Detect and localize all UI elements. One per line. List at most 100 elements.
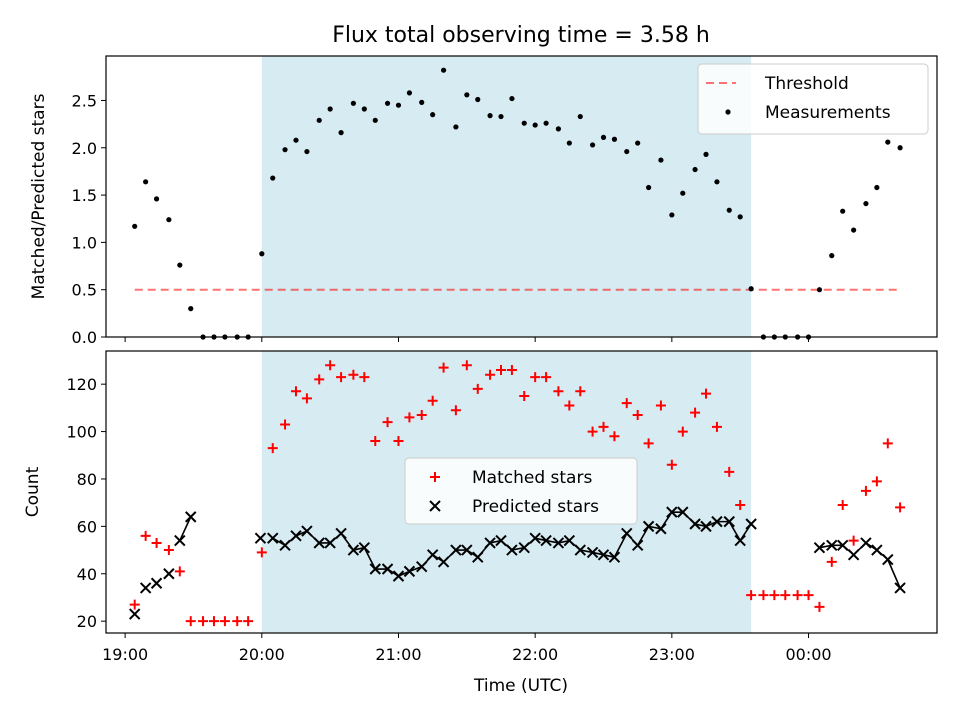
measurement-point — [177, 262, 183, 268]
matched-star-point — [860, 485, 871, 496]
lower-panel-counts: 20 40 60 80 100 120 19:00 20:00 21:00 22:00 23:00 0… — [23, 350, 938, 664]
matched-star-point — [393, 436, 404, 447]
y-tick-label: 1.0 — [72, 233, 97, 252]
matched-star-point — [140, 530, 151, 541]
axes-frame — [105, 55, 938, 338]
upper-panel-ratio: 0.0 0.5 1.0 1.5 2.0 2.5 Matched/Predicted star… — [29, 55, 938, 347]
matched-star-point — [758, 590, 769, 601]
measurement-point — [270, 175, 276, 181]
predicted-star-point — [163, 568, 175, 580]
predicted-star-point — [700, 520, 712, 533]
measurement-point — [851, 227, 857, 233]
measurement-point — [566, 140, 572, 146]
measurement-point — [748, 286, 754, 292]
measurement-point — [658, 157, 664, 163]
y-tick-label: 0.0 — [72, 328, 97, 347]
measurement-point — [589, 142, 596, 148]
predicted-star-point — [836, 539, 849, 552]
predicted-star-point — [290, 530, 302, 542]
measurement-point — [384, 100, 391, 106]
predicted-star-point — [723, 515, 735, 528]
matched-star-point — [598, 421, 609, 432]
measurement-point — [430, 112, 436, 118]
matched-star-point — [461, 360, 472, 371]
matched-star-point — [609, 431, 620, 442]
legend-label: Matched stars — [472, 468, 592, 488]
matched-star-point — [792, 590, 803, 601]
y-axis-label: Matched/Predicted stars — [29, 93, 49, 299]
predicted-star-point — [174, 534, 186, 547]
matched-star-point — [701, 388, 712, 399]
predicted-star-point — [711, 515, 723, 528]
matched-star-point — [301, 393, 312, 404]
y-tick-label: 100 — [66, 423, 97, 442]
matched-star-point — [450, 405, 461, 416]
matched-star-point — [151, 537, 162, 548]
predicted-star-point — [666, 506, 678, 518]
matched-star-point — [416, 409, 427, 420]
measurement-point — [338, 130, 344, 136]
matched-star-point — [655, 400, 666, 411]
figure-title: Flux total observing time = 3.58 h — [332, 23, 710, 48]
legend-box — [404, 457, 638, 525]
matched-star-point — [632, 409, 643, 420]
predicted-star-point — [426, 549, 439, 561]
x-tick-label: 20:00 — [239, 645, 285, 664]
measurement-point — [726, 207, 732, 213]
measurement-point — [509, 95, 515, 102]
matched-star-point — [485, 369, 496, 380]
measurement-point — [453, 124, 459, 130]
predicted-star-point — [335, 527, 347, 540]
predicted-star-point — [450, 544, 462, 556]
measurement-point — [624, 148, 630, 155]
legend-x-swatch — [429, 500, 441, 512]
measurement-point — [669, 212, 675, 218]
measurement-point — [132, 223, 138, 229]
predicted-star-point — [437, 556, 450, 568]
matched-star-point — [243, 616, 254, 627]
y-tick-label: 0.5 — [72, 281, 97, 300]
measurement-point — [166, 217, 172, 223]
predicted-star-point — [813, 541, 826, 554]
legend-label: Measurements — [765, 103, 891, 123]
matched-star-point — [564, 400, 575, 411]
legend-label: Threshold — [764, 74, 849, 94]
measurement-point — [188, 306, 194, 312]
predicted-star-point — [608, 551, 621, 563]
measurement-point — [395, 102, 402, 108]
measurement-point — [680, 190, 686, 196]
matched-star-point — [314, 374, 325, 385]
matched-star-point — [208, 616, 219, 627]
matched-star-point — [735, 500, 746, 511]
matched-star-point — [690, 407, 701, 418]
measurement-point — [543, 120, 549, 126]
matched-star-point — [837, 500, 848, 511]
predicted-star-point — [313, 537, 325, 549]
predicted-star-point — [529, 532, 541, 544]
predicted-star-point — [358, 541, 371, 554]
matched-star-point — [541, 372, 552, 383]
matched-star-point — [575, 386, 586, 397]
matched-star-point — [256, 547, 267, 558]
measurement-point — [475, 96, 481, 103]
measurement-point — [532, 122, 538, 128]
predicted-star-point — [847, 549, 860, 561]
measurement-point — [635, 140, 641, 146]
matched-star-point — [129, 599, 140, 610]
x-axis-label: Time (UTC) — [473, 676, 568, 696]
predicted-star-point — [734, 534, 746, 547]
matched-star-point — [826, 556, 837, 567]
predicted-star-point — [461, 544, 473, 556]
matched-star-point — [267, 443, 278, 454]
measurement-point — [143, 179, 149, 185]
series-predicted-stars — [128, 506, 906, 620]
predicted-star-point — [518, 541, 530, 554]
predicted-star-point — [267, 532, 279, 544]
legend: Matched stars Predicted stars — [404, 457, 638, 525]
matched-star-point — [174, 566, 185, 577]
legend: Threshold Measurements — [697, 63, 929, 135]
matched-star-point — [359, 372, 370, 383]
x-tick-label: 19:00 — [102, 645, 148, 664]
measurement-point — [316, 117, 322, 123]
matched-star-point — [495, 364, 506, 375]
